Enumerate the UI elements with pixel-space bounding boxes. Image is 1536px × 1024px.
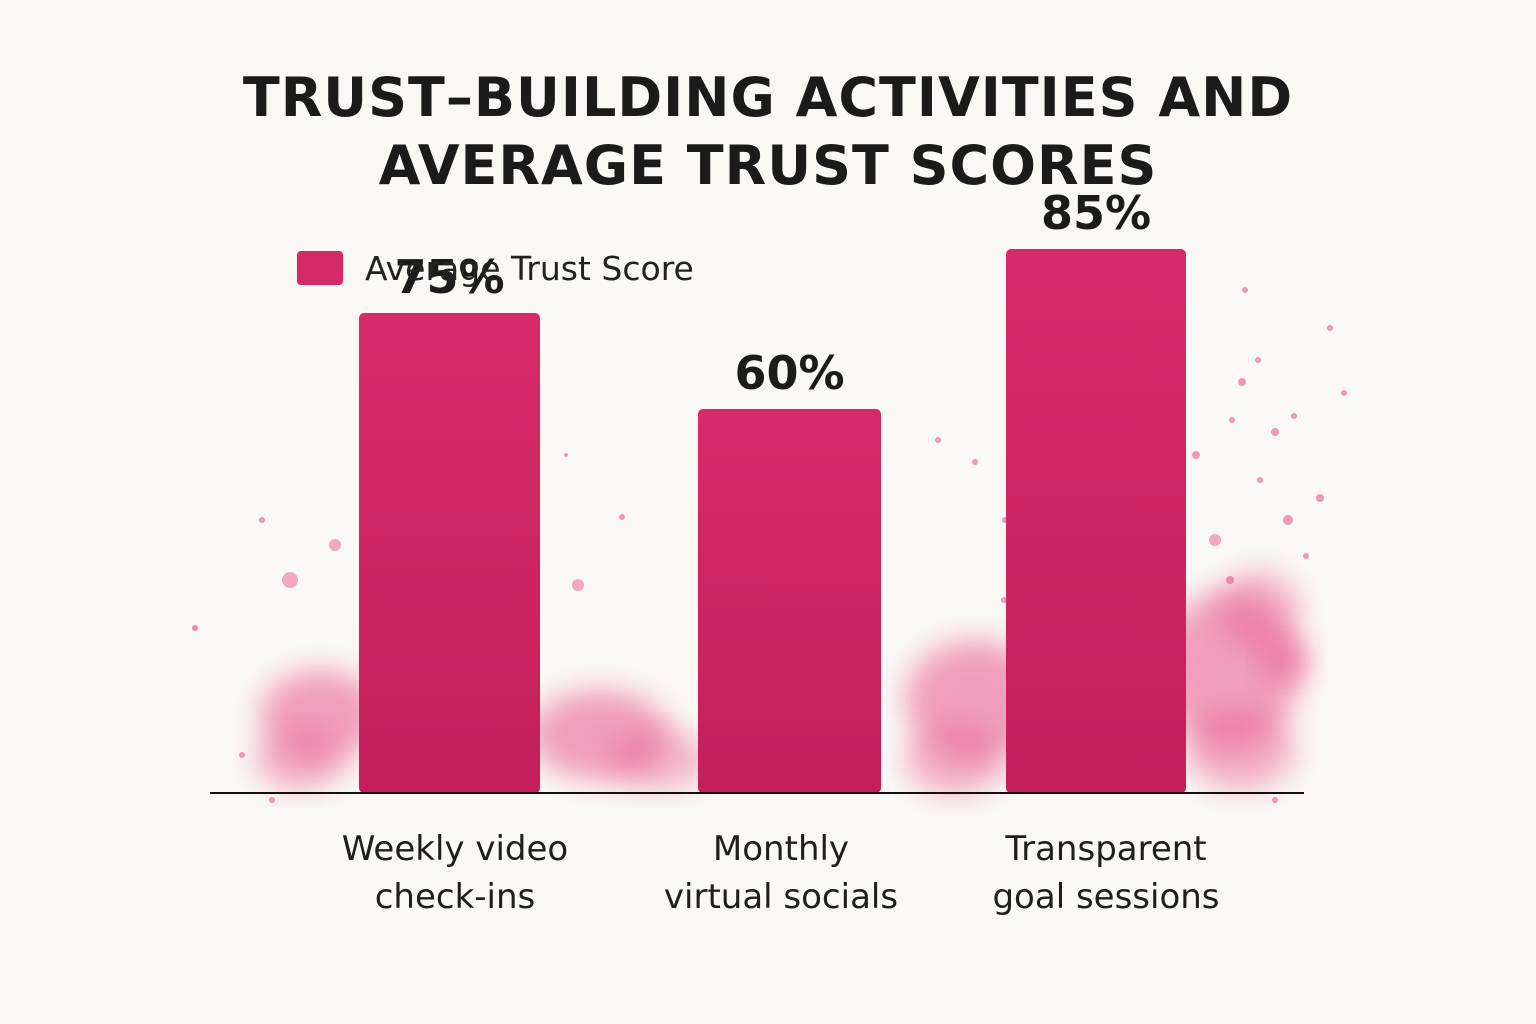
splash-dot	[282, 572, 298, 588]
splash-blob	[1220, 570, 1300, 650]
splash-blob	[1185, 710, 1295, 790]
bar-3	[1006, 249, 1186, 793]
splash-dot	[1226, 576, 1234, 584]
splash-dot	[1209, 534, 1221, 546]
bar-1	[359, 313, 540, 793]
splash-dot	[1272, 797, 1278, 803]
legend: Average Trust Score	[297, 248, 694, 288]
bar-value-label-3: 85%	[1041, 186, 1151, 240]
splash-dot	[1271, 428, 1279, 436]
splash-dot	[935, 437, 941, 443]
splash-dot	[619, 514, 625, 520]
category-label-3-line-2: goal sessions	[992, 877, 1219, 917]
splash-blob	[610, 730, 710, 790]
bar-value-label-1: 75%	[394, 250, 504, 304]
splash-dot	[1242, 287, 1248, 293]
category-label-2-line-1: Monthly	[713, 829, 849, 869]
splash-blob	[255, 730, 345, 790]
category-label-1-line-1: Weekly video	[342, 829, 568, 869]
splash-dot	[564, 453, 568, 457]
bar-2	[698, 409, 881, 793]
chart-title-line-1: TRUST–BUILDING ACTIVITIES AND	[242, 66, 1294, 129]
category-label-3-line-1: Transparent	[1004, 829, 1206, 869]
splash-dot	[1303, 553, 1309, 559]
category-label-1-line-2: check-ins	[375, 877, 536, 917]
splash-dot	[1192, 451, 1200, 459]
splash-dot	[192, 625, 198, 631]
splash-dot	[1341, 390, 1347, 396]
splash-dot	[1229, 417, 1235, 423]
labels-group: 75% 60% 85% Weekly video check-ins Monthly vir…	[342, 186, 1220, 917]
splash-dot	[1327, 325, 1333, 331]
splash-dot	[269, 797, 275, 803]
splash-dot	[972, 459, 978, 465]
category-label-2-line-2: virtual socials	[664, 877, 898, 917]
splash-dot	[1316, 494, 1324, 502]
chart-title-line-2: AVERAGE TRUST SCORES	[378, 134, 1158, 197]
splash-dot	[329, 539, 341, 551]
splash-dot	[259, 517, 265, 523]
splash-blob	[1260, 638, 1310, 682]
legend-swatch	[297, 251, 343, 285]
splash-dot	[1238, 378, 1246, 386]
splash-dot	[572, 579, 584, 591]
legend-label: Average Trust Score	[365, 248, 694, 288]
splash-dot	[1255, 357, 1261, 363]
splash-blob	[905, 725, 1005, 795]
splash-dot	[1283, 515, 1293, 525]
splash-dot	[1001, 597, 1007, 603]
splash-dot	[1257, 477, 1263, 483]
bars-group	[359, 249, 1186, 793]
splash-dot	[239, 752, 245, 758]
splash-dot	[1291, 413, 1297, 419]
bar-value-label-2: 60%	[734, 346, 844, 400]
